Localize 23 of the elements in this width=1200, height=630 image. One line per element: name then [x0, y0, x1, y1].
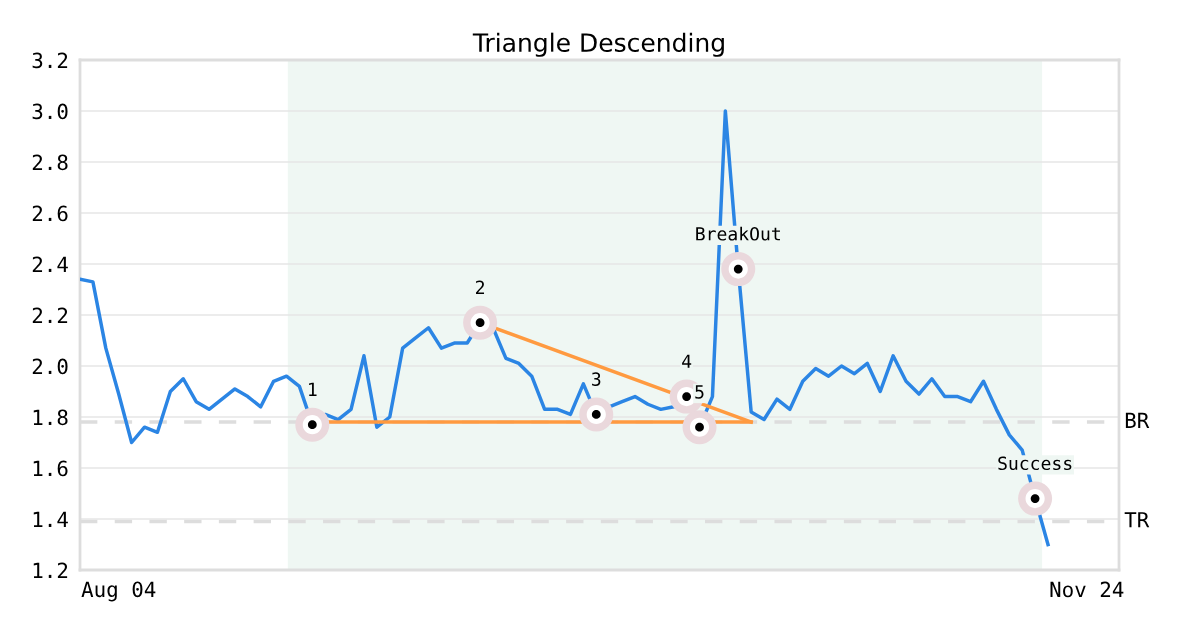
- y-tick-label: 1.4: [33, 511, 68, 527]
- annotation: 5: [695, 385, 704, 399]
- annotation: 1: [309, 382, 317, 396]
- y-tick-label: 1.8: [33, 409, 68, 426]
- annotation: 3: [592, 372, 601, 386]
- ref-line-label: BR: [1125, 412, 1150, 428]
- y-tick-label: 2.6: [32, 205, 68, 222]
- y-tick-label: 2.0: [32, 358, 68, 375]
- ref-line-label: TR: [1124, 512, 1150, 528]
- x-tick-label: Nov 24: [1050, 581, 1124, 598]
- annotation: 4: [682, 354, 692, 368]
- y-tick-label: 1.6: [33, 460, 68, 477]
- annotation: 2: [476, 280, 485, 294]
- y-tick-label: 2.8: [32, 154, 68, 171]
- y-tick-label: 2.4: [32, 256, 68, 272]
- chart-title: Triangle Descending: [472, 32, 724, 57]
- annotation: BreakOut: [696, 226, 780, 241]
- y-tick-label: 3.2: [32, 52, 68, 69]
- y-tick-label: 3.0: [32, 103, 68, 120]
- y-tick-label: 2.2: [32, 307, 68, 323]
- x-tick-label: Aug 04: [81, 581, 156, 602]
- y-tick-label: 1.2: [33, 562, 68, 578]
- annotation: Success: [998, 456, 1072, 471]
